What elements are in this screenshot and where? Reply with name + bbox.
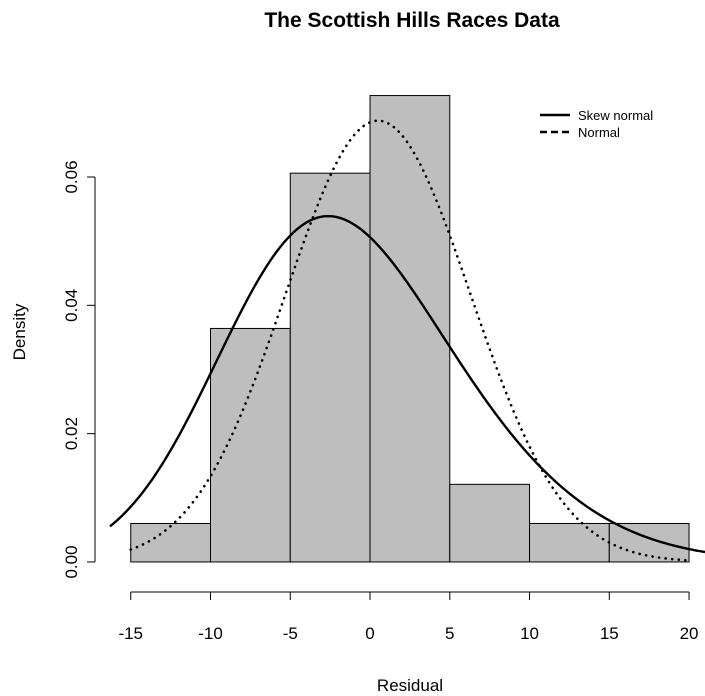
histogram-bar-4 bbox=[449, 483, 531, 563]
histogram-bar-0 bbox=[130, 522, 211, 563]
series-line-normal bbox=[129, 119, 691, 562]
x-tick-label-7: 20 bbox=[680, 624, 699, 643]
y-axis-label: Density bbox=[10, 303, 29, 360]
legend: Skew normal Normal bbox=[540, 108, 653, 140]
x-axis-label: Residual bbox=[377, 676, 443, 695]
y-tick-label-2: 0.04 bbox=[62, 289, 81, 322]
x-tick-label-6: 15 bbox=[600, 624, 619, 643]
y-axis: 0.00 0.02 0.04 0.06 bbox=[62, 160, 96, 579]
y-tick-label-1: 0.02 bbox=[62, 417, 81, 450]
series-line-skew-normal bbox=[109, 214, 705, 554]
histogram-bar-5 bbox=[529, 522, 610, 563]
histogram-bar-3 bbox=[369, 95, 451, 563]
legend-label-skew-normal: Skew normal bbox=[578, 108, 653, 123]
x-tick-label-1: -10 bbox=[198, 624, 223, 643]
histogram-bar-1 bbox=[209, 327, 291, 563]
x-axis: -15 -10 -5 0 5 10 15 20 bbox=[118, 591, 699, 643]
histogram-bar-2 bbox=[289, 172, 371, 563]
curves-layer bbox=[109, 119, 705, 562]
x-tick-label-4: 5 bbox=[445, 624, 454, 643]
y-tick-label-0: 0.00 bbox=[62, 545, 81, 578]
x-tick-label-0: -15 bbox=[118, 624, 143, 643]
y-tick-label-3: 0.06 bbox=[62, 160, 81, 193]
x-tick-label-5: 10 bbox=[520, 624, 539, 643]
x-tick-label-3: 0 bbox=[365, 624, 374, 643]
legend-label-normal: Normal bbox=[578, 125, 620, 140]
histogram-bar-6 bbox=[608, 522, 690, 563]
x-tick-label-2: -5 bbox=[283, 624, 298, 643]
bars-layer bbox=[130, 95, 690, 563]
chart-title: The Scottish Hills Races Data bbox=[264, 9, 560, 32]
